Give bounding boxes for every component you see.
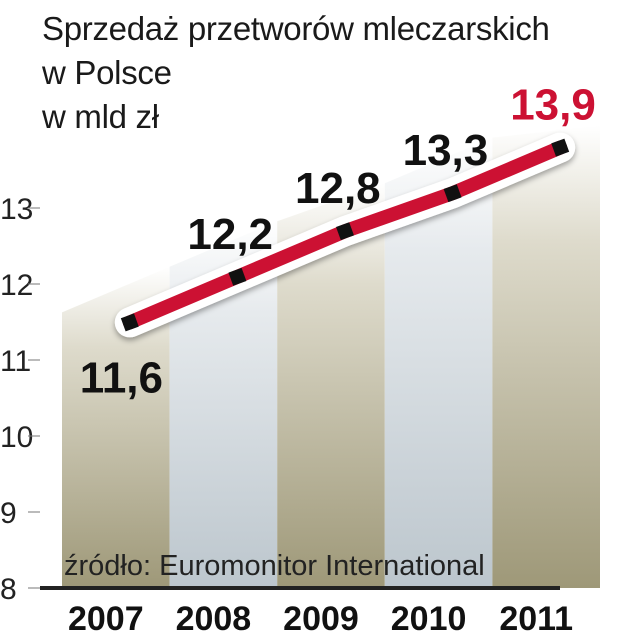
x-tick-label: 2008 [176, 600, 252, 638]
y-tick-label: 13 [0, 193, 33, 226]
title-line-1: Sprzedaż przetworów mleczarskich [42, 10, 550, 47]
x-tick-label: 2009 [283, 600, 359, 638]
data-label-2010: 13,3 [403, 126, 489, 175]
y-tick-label: 8 [0, 573, 17, 606]
title-line-2: w Polsce [42, 54, 172, 91]
background-bands [62, 125, 600, 588]
data-label-2007: 11,6 [80, 353, 163, 402]
y-tick-label: 11 [0, 345, 31, 378]
y-tick-label: 10 [0, 421, 33, 454]
band-2009 [277, 183, 385, 588]
source-note: źródło: Euromonitor International [64, 550, 485, 582]
band-2008 [169, 221, 278, 588]
data-labels: 11,6 12,2 12,8 13,3 13,9 [80, 81, 596, 403]
data-point-2011 [551, 138, 570, 157]
data-point-2008 [228, 267, 247, 286]
x-tick-label: 2007 [68, 600, 144, 638]
band-2010 [384, 137, 493, 588]
band-2011 [492, 125, 600, 588]
series-line [114, 132, 576, 338]
x-axis: 2007 2008 2009 2010 2011 [68, 600, 573, 638]
data-point-2009 [336, 222, 354, 241]
data-label-2008: 12,2 [187, 210, 273, 259]
x-tick-label: 2010 [391, 600, 467, 638]
data-label-2009: 12,8 [295, 164, 381, 213]
band-2007 [62, 266, 170, 588]
data-label-2011: 13,9 [510, 81, 596, 130]
x-tick-label: 2011 [499, 600, 573, 638]
data-point-2010 [443, 184, 462, 203]
y-axis: 8 9 10 11 12 13 [0, 193, 560, 606]
y-tick-label: 9 [0, 497, 17, 530]
title-line-3: w mld zł [42, 98, 159, 135]
data-point-2007 [120, 313, 139, 332]
y-tick-label: 12 [0, 269, 33, 302]
